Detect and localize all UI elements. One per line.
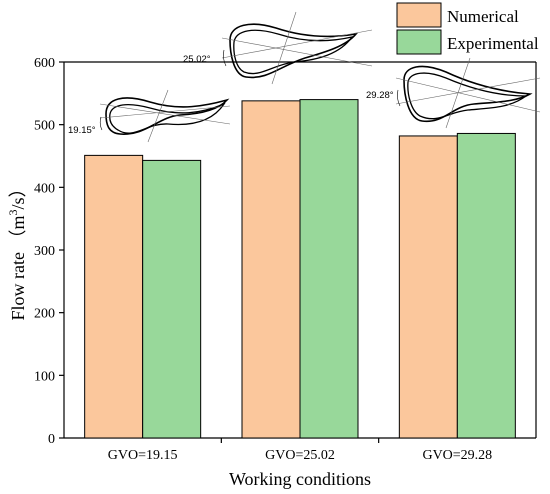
angle-label-29-28: 29.28° [366, 90, 394, 101]
y-axis-label-suffix: /s） [8, 179, 28, 209]
blade-outline-inner [407, 72, 528, 120]
axis-line [445, 57, 471, 129]
x-axis-ticks: GVO=19.15 GVO=25.02 GVO=29.28 [108, 438, 492, 463]
y-axis-label-superscript: 3 [6, 210, 20, 216]
bar-experimental-1 [142, 159, 202, 439]
angle-label-25-02: 25.02° [183, 54, 211, 65]
y-tick-label: 600 [34, 56, 55, 71]
y-tick-label: 200 [34, 307, 55, 322]
blade-profile-29-28 [395, 57, 541, 129]
blade-outline [403, 65, 533, 123]
y-tick-label: 0 [48, 432, 55, 447]
legend-swatch-numerical [396, 2, 442, 28]
reference-line [221, 37, 373, 67]
bar-experimental-3 [456, 132, 516, 439]
x-axis-label: Working conditions [229, 469, 371, 489]
legend-swatch-experimental [396, 29, 442, 55]
x-tick-label: GVO=19.15 [108, 448, 178, 463]
x-tick-label: GVO=25.02 [265, 448, 335, 463]
legend: Numerical Experimental [396, 2, 539, 55]
angle-label-19-15: 19.15° [68, 125, 96, 136]
chord-line [99, 105, 231, 119]
blade-profile-19-15 [99, 89, 231, 143]
legend-label-experimental: Experimental [447, 34, 539, 53]
x-tick-label: GVO=29.28 [422, 448, 492, 463]
bar-experimental-2 [299, 99, 359, 439]
y-tick-label: 500 [34, 119, 55, 134]
y-tick-label: 100 [34, 369, 55, 384]
axis-line [147, 89, 169, 143]
axis-line [271, 11, 297, 85]
chord-line [395, 77, 541, 105]
y-axis-ticks: 0 100 200 300 400 500 600 [34, 56, 64, 447]
y-tick-label: 300 [34, 244, 55, 259]
angle-arc [99, 116, 103, 131]
bar-numerical-3 [398, 135, 458, 439]
y-tick-label: 400 [34, 181, 55, 196]
blade-profile-25-02 [221, 11, 373, 85]
angle-arc [397, 89, 401, 107]
blade-outline-inner [109, 102, 226, 134]
y-axis-label-prefix: Flow rate （m [8, 216, 28, 321]
chord-line [221, 29, 373, 59]
blade-outline-inner [233, 29, 354, 75]
bars [84, 99, 516, 439]
blade-outline [229, 23, 358, 79]
y-axis-label: Flow rate （m3/s） [6, 179, 28, 320]
angle-arc [223, 49, 227, 67]
legend-label-numerical: Numerical [447, 7, 519, 26]
blade-outline [105, 97, 230, 135]
reference-line [395, 77, 541, 113]
bar-numerical-2 [241, 100, 301, 439]
bar-numerical-1 [84, 154, 144, 439]
reference-line [99, 103, 231, 125]
